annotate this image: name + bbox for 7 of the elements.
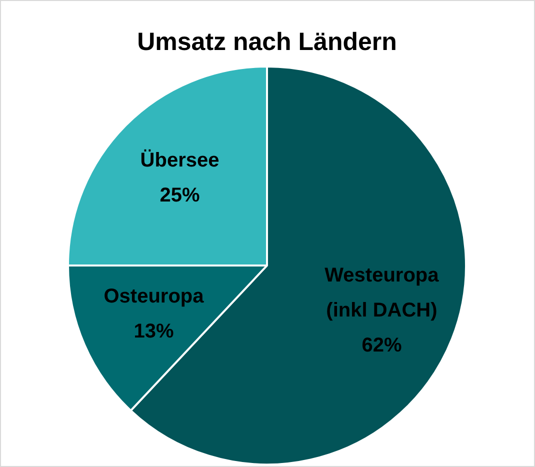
slice-label: Westeuropa (inkl DACH) (324, 264, 440, 322)
slice-label: Osteuropa (104, 286, 205, 308)
data-label: 62% (362, 334, 402, 356)
data-label: 25% (160, 184, 200, 206)
chart-title: Umsatz nach Ländern (137, 28, 397, 56)
data-label: 13% (134, 320, 174, 343)
slice-label: Übersee (140, 148, 220, 172)
